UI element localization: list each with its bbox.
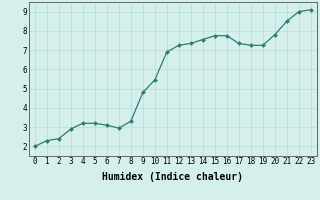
X-axis label: Humidex (Indice chaleur): Humidex (Indice chaleur) [102,172,243,182]
